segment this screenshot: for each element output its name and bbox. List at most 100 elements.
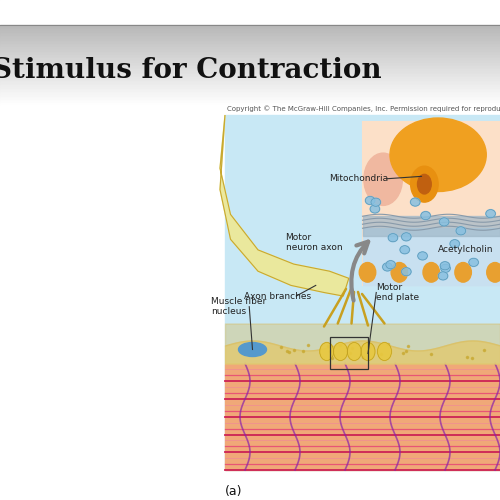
Bar	[0, 58, 500, 60]
Text: Acetylcholin: Acetylcholin	[438, 245, 494, 254]
Bar	[0, 31, 500, 33]
Ellipse shape	[410, 198, 420, 206]
Bar	[0, 95, 500, 97]
Ellipse shape	[361, 342, 375, 360]
Bar	[0, 50, 500, 52]
Ellipse shape	[371, 198, 380, 206]
Bar	[0, 26, 500, 28]
Ellipse shape	[456, 226, 466, 235]
Ellipse shape	[423, 262, 440, 282]
Bar	[0, 34, 500, 36]
Bar	[0, 92, 500, 94]
Bar	[225, 115, 500, 470]
Text: Axon branches: Axon branches	[244, 292, 312, 300]
Ellipse shape	[386, 260, 396, 269]
Bar	[0, 28, 500, 30]
Bar	[0, 55, 500, 57]
Ellipse shape	[440, 264, 450, 272]
Bar	[0, 80, 500, 82]
Bar	[0, 38, 500, 40]
Bar	[0, 66, 500, 68]
Ellipse shape	[382, 263, 392, 271]
Bar	[0, 79, 500, 81]
Text: (a): (a)	[225, 485, 242, 498]
Ellipse shape	[378, 342, 392, 360]
Ellipse shape	[486, 210, 496, 218]
Text: Muscle fiber
nucleus: Muscle fiber nucleus	[211, 297, 266, 316]
Bar	[0, 56, 500, 58]
Bar	[0, 105, 500, 500]
Text: Mitochondria: Mitochondria	[330, 174, 388, 184]
Ellipse shape	[438, 272, 448, 280]
Ellipse shape	[402, 233, 411, 241]
Bar	[0, 74, 500, 76]
Ellipse shape	[440, 262, 450, 270]
Bar	[0, 62, 500, 64]
Ellipse shape	[440, 218, 449, 226]
Ellipse shape	[364, 153, 403, 206]
Bar	[0, 30, 500, 32]
Bar	[0, 63, 500, 65]
Ellipse shape	[455, 262, 471, 282]
Ellipse shape	[400, 246, 409, 254]
Bar	[0, 103, 500, 105]
Ellipse shape	[390, 118, 486, 192]
Ellipse shape	[402, 268, 411, 276]
Bar	[0, 90, 500, 92]
Bar	[362, 216, 500, 236]
Ellipse shape	[487, 262, 500, 282]
Bar	[0, 39, 500, 41]
Bar	[0, 68, 500, 70]
Bar	[0, 47, 500, 49]
Bar	[0, 86, 500, 87]
Ellipse shape	[320, 342, 334, 360]
Bar	[0, 98, 500, 100]
Bar	[362, 228, 500, 285]
Bar	[0, 100, 500, 102]
Ellipse shape	[469, 258, 478, 266]
Bar	[0, 52, 500, 54]
Ellipse shape	[238, 342, 266, 356]
Ellipse shape	[347, 342, 361, 360]
Bar	[362, 122, 500, 286]
Bar	[0, 102, 500, 103]
Bar	[0, 82, 500, 84]
Ellipse shape	[334, 342, 347, 360]
Bar	[0, 94, 500, 96]
Ellipse shape	[418, 252, 428, 260]
Text: Motor
end plate: Motor end plate	[376, 283, 420, 302]
Bar	[0, 40, 500, 42]
Bar	[0, 48, 500, 50]
Ellipse shape	[450, 240, 460, 248]
Bar	[0, 32, 500, 34]
Ellipse shape	[359, 262, 376, 282]
Polygon shape	[220, 115, 349, 296]
Bar	[0, 70, 500, 71]
Bar	[0, 84, 500, 86]
Bar	[0, 60, 500, 62]
Bar	[0, 42, 500, 44]
Bar	[0, 64, 500, 66]
Ellipse shape	[418, 174, 431, 194]
Bar	[0, 44, 500, 46]
Ellipse shape	[410, 166, 438, 202]
Ellipse shape	[366, 196, 375, 204]
Bar	[0, 78, 500, 80]
Bar	[0, 36, 500, 38]
Bar	[0, 54, 500, 56]
Ellipse shape	[391, 262, 407, 282]
Bar	[225, 364, 500, 470]
Bar	[0, 46, 500, 48]
Bar	[0, 96, 500, 98]
Bar	[0, 72, 500, 74]
Ellipse shape	[421, 212, 430, 220]
Bar	[0, 0, 500, 25]
Bar	[0, 71, 500, 73]
Text: Copyright © The McGraw-Hill Companies, Inc. Permission required for reprodu...: Copyright © The McGraw-Hill Companies, I…	[227, 106, 500, 112]
Ellipse shape	[370, 205, 380, 213]
Ellipse shape	[388, 234, 398, 242]
Bar	[0, 87, 500, 89]
Bar	[330, 336, 368, 368]
Text: Stimulus for Contraction: Stimulus for Contraction	[0, 56, 382, 84]
Bar	[0, 24, 500, 26]
